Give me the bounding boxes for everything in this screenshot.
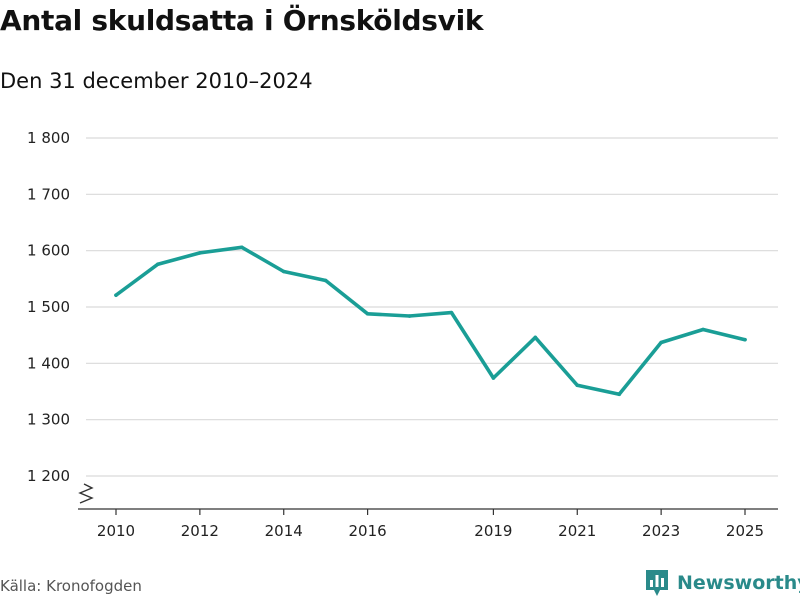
x-axis: 2010 2012 2014 2016 2019 2021 2023 2025 — [78, 483, 778, 540]
data-point — [281, 269, 286, 274]
source-note: Källa: Kronofogden — [0, 577, 142, 595]
y-tick-label: 1 300 — [27, 411, 70, 429]
data-point — [617, 392, 621, 397]
data-point — [701, 327, 705, 332]
y-tick-label: 1 400 — [27, 354, 70, 372]
series-line — [114, 245, 747, 397]
y-tick-label: 1 500 — [27, 298, 70, 316]
data-point — [198, 251, 202, 255]
data-point — [114, 293, 118, 297]
x-tick-label: 2021 — [558, 522, 596, 540]
axis-break-mark — [78, 483, 94, 504]
gridlines — [86, 137, 778, 477]
y-tick-label: 1 800 — [27, 129, 70, 147]
x-tick-label: 2023 — [642, 522, 680, 540]
x-tick-label: 2016 — [349, 522, 387, 540]
data-point — [491, 376, 496, 380]
y-tick-label: 1 200 — [27, 467, 70, 485]
newsworthy-logo-icon — [646, 570, 668, 596]
data-point — [365, 311, 370, 316]
x-tick-label: 2010 — [97, 522, 135, 540]
data-point — [533, 335, 538, 340]
data-point — [575, 383, 580, 388]
brand-name: Newsworthy — [677, 572, 800, 594]
x-tick-label: 2014 — [265, 522, 303, 540]
x-tick-label: 2025 — [726, 522, 764, 540]
chart-subtitle: Den 31 december 2010–2024 — [0, 69, 313, 93]
data-point — [407, 314, 412, 318]
y-axis: 1 200 1 300 1 400 1 500 1 600 1 700 1 800 — [27, 129, 70, 485]
data-point — [659, 340, 663, 345]
y-tick-label: 1 700 — [27, 185, 70, 203]
data-point — [323, 278, 328, 283]
chart-title: Antal skuldsatta i Örnsköldsvik — [0, 4, 484, 37]
data-point — [743, 337, 747, 342]
data-point — [156, 262, 160, 266]
y-tick-label: 1 600 — [27, 242, 70, 260]
data-point — [449, 310, 454, 315]
x-tick-label: 2019 — [474, 522, 512, 540]
x-tick-label: 2012 — [181, 522, 219, 540]
brand-logo: Newsworthy — [644, 568, 800, 598]
series-layer — [114, 245, 747, 397]
data-point — [240, 245, 244, 250]
